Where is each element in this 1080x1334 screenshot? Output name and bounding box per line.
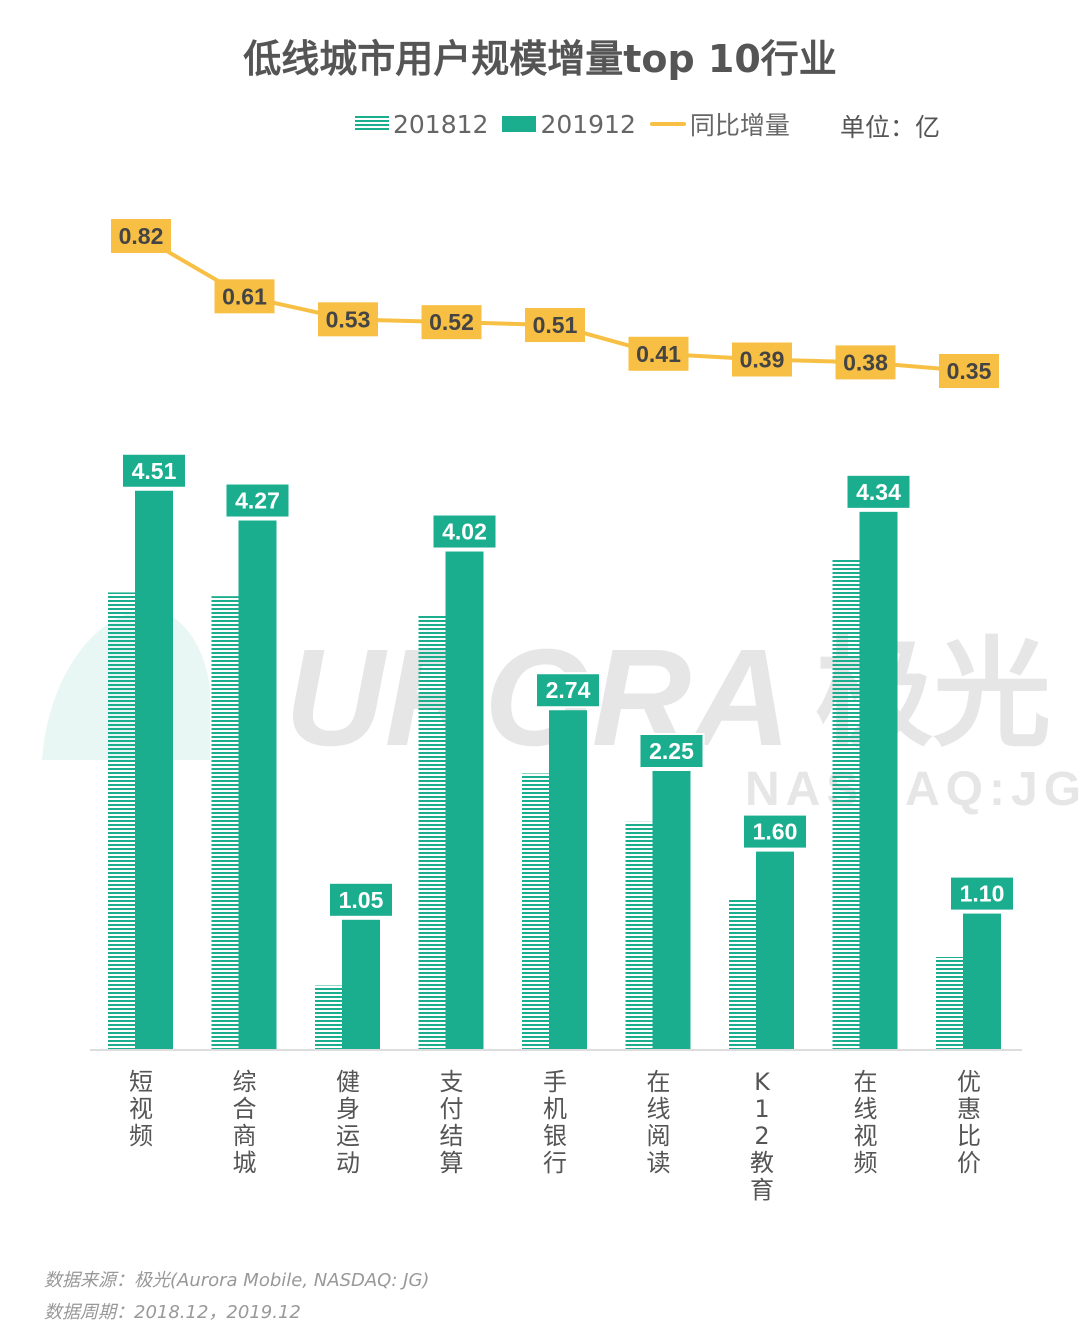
category-label-char: 身 bbox=[336, 1095, 360, 1123]
yoy-point-box bbox=[835, 345, 896, 380]
legend-label-yoy: 同比增量 bbox=[689, 111, 790, 140]
category-label-char: 城 bbox=[233, 1149, 257, 1177]
category-label-char: 付 bbox=[440, 1095, 464, 1123]
category-label-char: 读 bbox=[647, 1149, 671, 1177]
yoy-value-label: 0.39 bbox=[740, 347, 785, 373]
yoy-point-box bbox=[421, 305, 482, 340]
bar-value-label: 2.74 bbox=[546, 677, 591, 703]
legend-item-yoy: 同比增量 bbox=[649, 106, 790, 142]
legend-item-201812: 201812 bbox=[355, 110, 488, 139]
bar-201912 bbox=[549, 710, 587, 1050]
yoy-point-box bbox=[525, 308, 585, 343]
category-label-char: 线 bbox=[647, 1095, 671, 1123]
yoy-value-label: 0.38 bbox=[843, 349, 888, 375]
yoy-value-label: 0.82 bbox=[119, 223, 164, 249]
category-label-char: 1 bbox=[754, 1095, 769, 1123]
bar-201912 bbox=[963, 913, 1001, 1050]
chart-legend: 201812 201912 同比增量 bbox=[355, 108, 804, 140]
category-label-char: 手 bbox=[543, 1068, 567, 1096]
legend-swatch-striped bbox=[355, 116, 389, 132]
category-label-char: K bbox=[754, 1068, 771, 1096]
bar-label-box bbox=[845, 473, 912, 510]
category-label-char: 机 bbox=[543, 1095, 567, 1123]
category-label-char: 线 bbox=[854, 1095, 878, 1123]
yoy-point-box bbox=[318, 302, 378, 337]
category-label-char: 视 bbox=[854, 1122, 878, 1150]
bar-201912 bbox=[135, 490, 173, 1050]
legend-item-201912: 201912 bbox=[502, 109, 636, 139]
category-label-char: 教 bbox=[750, 1149, 774, 1177]
yoy-value-label: 0.35 bbox=[947, 358, 992, 384]
bar-label-box bbox=[949, 875, 1015, 912]
category-label-char: 在 bbox=[647, 1068, 671, 1096]
category-label-char: 频 bbox=[129, 1122, 153, 1150]
bar-label-box bbox=[224, 482, 291, 519]
bar-label-box bbox=[328, 881, 394, 918]
legend-swatch-line bbox=[649, 122, 686, 126]
chart-title: 低线城市用户规模增量top 10行业 bbox=[243, 37, 837, 81]
unit-label: 单位：亿 bbox=[840, 113, 941, 142]
category-label-char: 比 bbox=[957, 1122, 981, 1150]
bar-value-label: 2.25 bbox=[649, 738, 694, 764]
bar-label-box bbox=[431, 513, 498, 550]
category-label-char: 短 bbox=[129, 1068, 153, 1096]
yoy-value-label: 0.53 bbox=[326, 306, 371, 332]
category-label-char: 综 bbox=[233, 1068, 257, 1096]
footer-source: 数据来源：极光(Aurora Mobile, NASDAQ: JG) bbox=[44, 1270, 430, 1291]
category-label-char: 银 bbox=[543, 1122, 567, 1150]
yoy-point-box bbox=[214, 279, 275, 314]
bar-201912 bbox=[652, 771, 691, 1050]
category-label-char: 2 bbox=[754, 1122, 769, 1150]
footer-period: 数据周期：2018.12，2019.12 bbox=[44, 1302, 301, 1323]
category-label-char: 视 bbox=[129, 1095, 153, 1123]
bar-value-label: 4.51 bbox=[132, 458, 177, 484]
category-label-char: 合 bbox=[233, 1095, 257, 1123]
bar-value-label: 4.02 bbox=[442, 519, 487, 545]
category-label-char: 结 bbox=[440, 1122, 464, 1150]
category-label-char: 育 bbox=[750, 1176, 774, 1204]
legend-swatch-solid bbox=[502, 116, 537, 132]
yoy-value-label: 0.61 bbox=[222, 283, 267, 309]
legend-label-201912: 201912 bbox=[540, 109, 636, 139]
bar-value-label: 4.27 bbox=[235, 488, 280, 514]
yoy-point-box bbox=[939, 354, 999, 388]
bar-value-label: 1.60 bbox=[753, 819, 798, 845]
legend-label-201812: 201812 bbox=[393, 109, 489, 139]
bar-label-box bbox=[535, 672, 601, 709]
bar-label-box bbox=[121, 452, 187, 489]
watermark-sub: NASDAQ:JG bbox=[745, 763, 1080, 816]
category-label-char: 支 bbox=[440, 1068, 464, 1096]
bar-label-box bbox=[638, 733, 705, 769]
yoy-point-box bbox=[732, 342, 792, 377]
yoy-value-label: 0.51 bbox=[533, 312, 578, 338]
category-label-char: 频 bbox=[854, 1149, 878, 1177]
bar-201912 bbox=[445, 551, 484, 1050]
category-label-char: 优 bbox=[957, 1068, 981, 1096]
bar-201912 bbox=[342, 919, 380, 1050]
category-label-char: 惠 bbox=[957, 1095, 981, 1123]
yoy-point-box bbox=[111, 219, 171, 253]
category-label-char: 行 bbox=[543, 1149, 567, 1177]
bar-label-box bbox=[742, 813, 808, 850]
category-label-char: 运 bbox=[336, 1122, 360, 1150]
category-label-char: 动 bbox=[336, 1149, 360, 1177]
bar-201912 bbox=[756, 851, 794, 1050]
yoy-value-label: 0.41 bbox=[636, 341, 681, 367]
category-label-char: 在 bbox=[854, 1068, 878, 1096]
bar-value-label: 1.10 bbox=[960, 881, 1005, 907]
yoy-value-label: 0.52 bbox=[429, 309, 474, 335]
category-label-char: 阅 bbox=[647, 1122, 671, 1150]
bar-value-label: 1.05 bbox=[339, 887, 384, 913]
category-label-char: 健 bbox=[336, 1068, 360, 1096]
bar-201912 bbox=[238, 520, 277, 1050]
category-label-char: 商 bbox=[233, 1122, 257, 1150]
yoy-point-box bbox=[628, 336, 689, 371]
category-label-char: 价 bbox=[957, 1149, 981, 1177]
category-label-char: 算 bbox=[440, 1149, 464, 1177]
bar-value-label: 4.34 bbox=[856, 479, 901, 505]
bar-201912 bbox=[859, 511, 898, 1051]
